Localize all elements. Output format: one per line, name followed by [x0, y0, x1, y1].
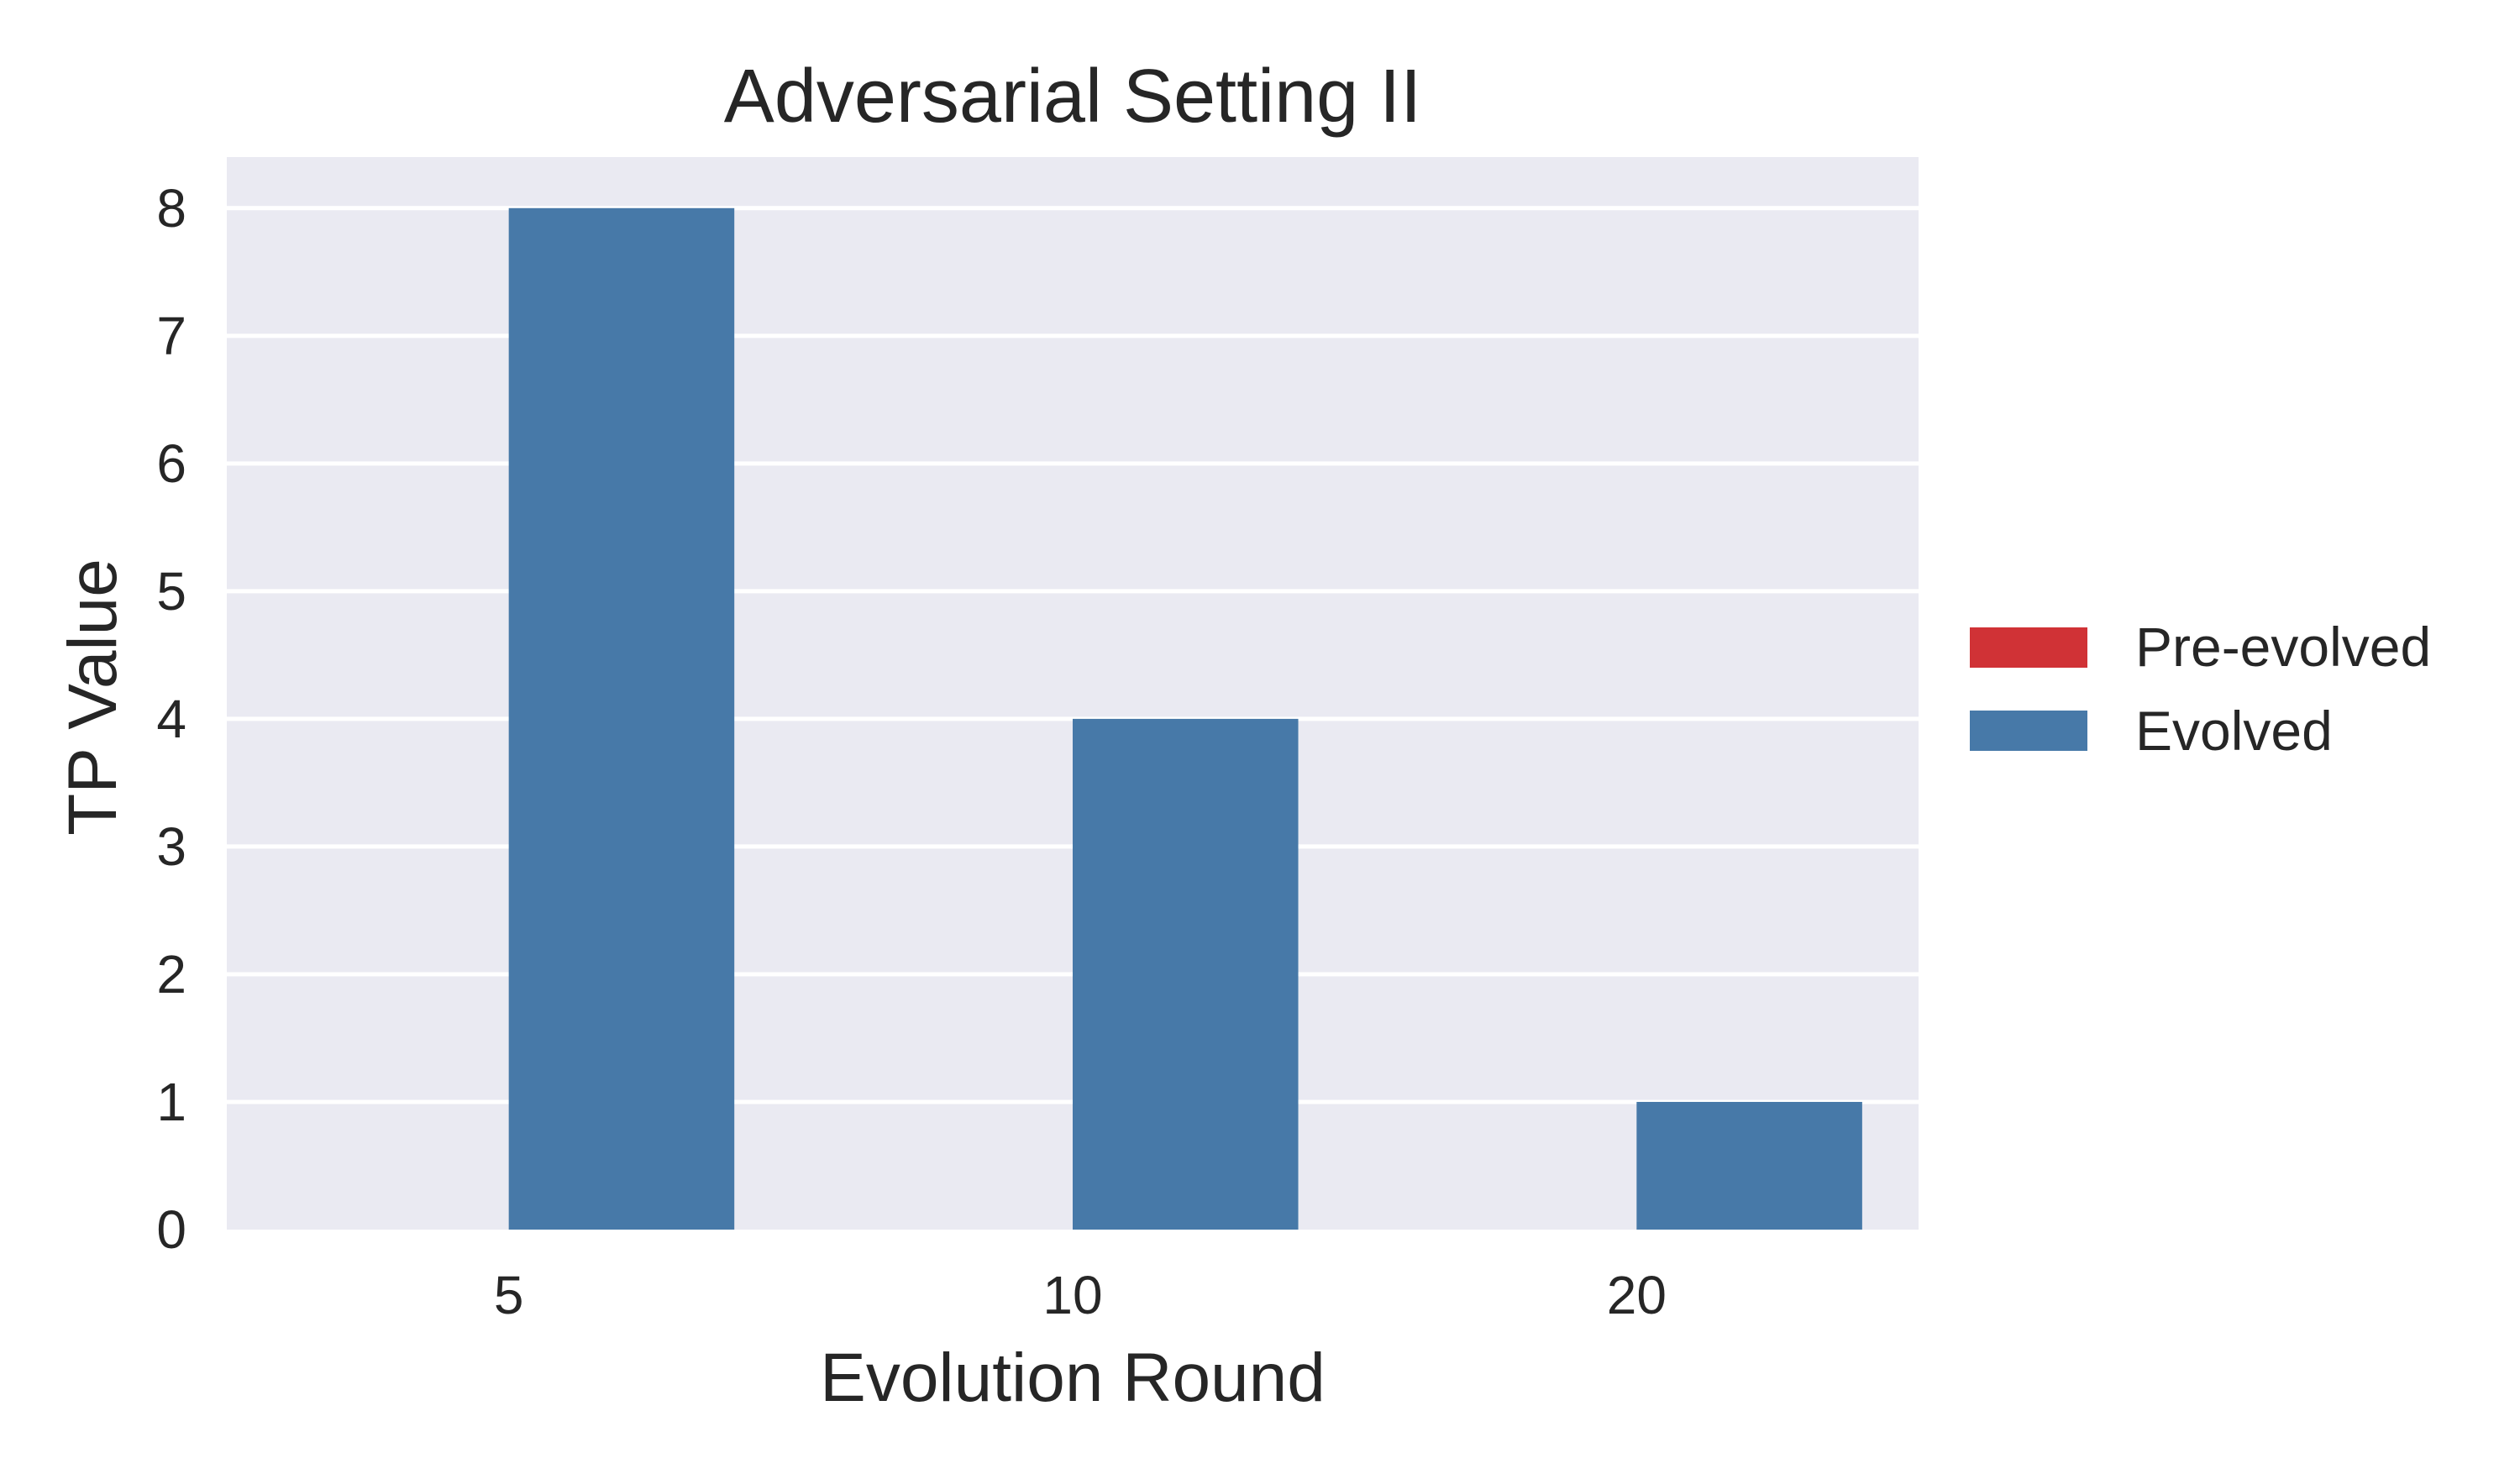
x-tick-label: 5 — [494, 1265, 524, 1325]
y-tick-label: 7 — [156, 306, 186, 366]
y-tick-label: 1 — [156, 1072, 186, 1132]
chart-title: Adversarial Setting II — [724, 55, 1421, 139]
y-tick-label: 5 — [156, 561, 186, 622]
legend-swatch-pre-evolved — [1970, 627, 2087, 668]
legend-label-evolved: Evolved — [2135, 700, 2333, 762]
y-tick-label: 4 — [156, 689, 186, 749]
y-tick-label: 0 — [156, 1199, 186, 1260]
legend-label-pre-evolved: Pre-evolved — [2135, 616, 2431, 678]
y-tick-label: 3 — [156, 816, 186, 877]
x-tick-labels: 5 10 20 — [494, 1265, 1667, 1325]
legend: Pre-evolved Evolved — [1970, 616, 2431, 762]
bar-evolved-10 — [1073, 718, 1299, 1230]
y-tick-label: 6 — [156, 433, 186, 494]
x-tick-label: 10 — [1042, 1265, 1102, 1325]
bar-evolved-5 — [508, 207, 735, 1230]
bar-evolved-20 — [1636, 1101, 1862, 1230]
y-axis-label: TP Value — [55, 559, 131, 836]
x-tick-label: 20 — [1607, 1265, 1667, 1325]
x-axis-label: Evolution Round — [820, 1340, 1326, 1416]
y-tick-label: 8 — [156, 178, 186, 239]
y-tick-label: 2 — [156, 944, 186, 1005]
y-tick-labels: 0 1 2 3 4 5 6 7 8 — [156, 178, 186, 1260]
bars — [508, 207, 1862, 1230]
legend-swatch-evolved — [1970, 711, 2087, 751]
